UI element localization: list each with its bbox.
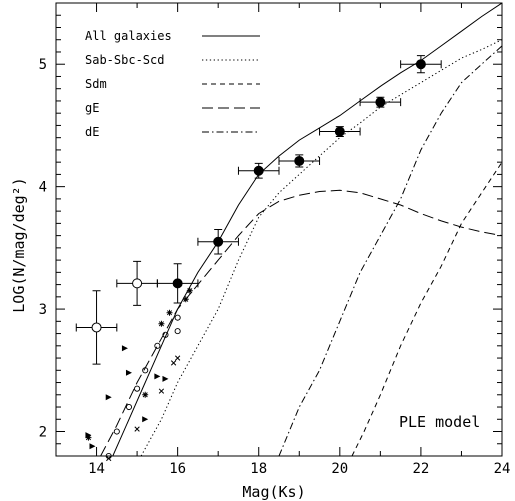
y-axis-label: LOG(N/mag/deg²) [10,177,28,312]
cross-point-2 [158,388,165,394]
cross-point-0 [106,455,112,462]
small-circle-point-5 [154,342,161,349]
small-circle-point-6 [162,331,169,338]
legend: All galaxies Sab-Sbc-Scd Sdm gE dE [85,29,260,139]
x-tick-label: 22 [412,461,429,477]
triangle-point-4 [125,369,132,376]
triangle-point-7 [142,416,149,423]
asterisk-point-1 [142,391,149,398]
series-line-3 [100,189,502,456]
filled-point-1 [213,236,224,247]
asterisk-point-4 [182,296,189,303]
cross-point-1 [134,426,140,432]
small-circle-point-2 [125,403,133,411]
legend-label-0: All galaxies [85,29,172,43]
filled-point-6 [415,59,426,70]
triangle-point-3 [121,345,128,352]
series-line-1 [140,39,502,456]
axes: 14 16 18 20 22 24 2 3 4 5 [39,2,511,477]
model-annotation: PLE model [399,413,480,431]
asterisk-point-2 [158,320,165,327]
y-tick-label: 4 [39,180,47,196]
cross-point-3 [170,360,177,366]
x-tick-label: 24 [494,461,511,477]
y-tick-label: 5 [39,57,47,73]
legend-label-2: Sdm [85,77,107,91]
data-points [75,55,442,462]
triangle-point-0 [85,432,92,439]
legend-label-1: Sab-Sbc-Scd [85,53,164,67]
model-curves [100,3,502,456]
x-tick-label: 20 [331,461,348,477]
triangle-point-5 [154,373,161,380]
filled-point-0 [172,278,183,289]
x-tick-label: 14 [88,461,105,477]
open-point-0 [91,322,102,333]
triangle-point-1 [89,443,96,450]
filled-point-3 [294,155,305,166]
triangle-point-6 [162,375,169,382]
legend-label-4: dE [85,125,99,139]
small-circle-point-8 [174,314,181,321]
plot-frame [55,2,503,457]
y-tick-label: 3 [39,302,47,318]
filled-point-4 [334,126,345,137]
small-circle-point-1 [113,428,120,435]
x-axis-label: Mag(Ks) [242,483,305,501]
filled-point-2 [253,165,264,176]
filled-point-5 [375,97,386,108]
triangle-point-2 [105,394,112,401]
small-circle-point-7 [174,328,181,335]
open-point-1 [132,278,143,289]
series-line-2 [351,161,502,456]
series-line-0 [112,3,502,456]
x-tick-label: 18 [250,461,267,477]
asterisk-point-5 [186,287,193,294]
y-tick-label: 2 [39,425,47,441]
legend-label-3: gE [85,101,99,115]
cross-point-4 [174,355,181,361]
small-circle-point-3 [134,385,141,392]
asterisk-point-0 [85,434,92,441]
asterisk-point-3 [166,309,173,316]
x-tick-label: 16 [169,461,186,477]
small-circle-point-4 [142,367,149,374]
series-line-4 [278,45,502,456]
